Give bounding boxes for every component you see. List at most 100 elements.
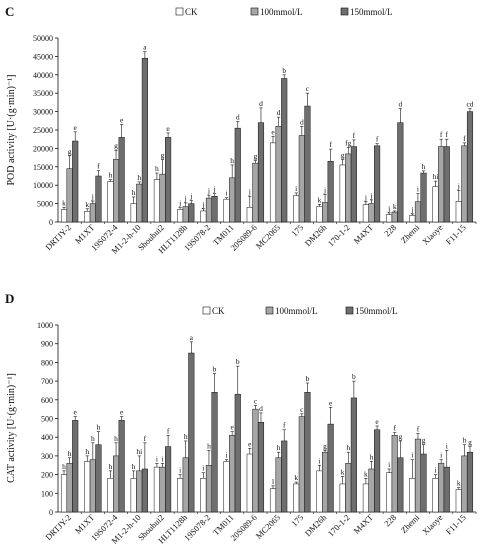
y-tick-label: 5000 <box>37 200 53 209</box>
significance-letter: h <box>132 462 136 471</box>
significance-letter: d <box>300 117 304 126</box>
significance-letter: d <box>259 99 263 108</box>
significance-letter: k <box>393 202 397 211</box>
bar-100 <box>113 159 120 223</box>
significance-letter: h <box>207 441 211 450</box>
bar-ck <box>339 483 346 513</box>
bar-150 <box>350 397 357 513</box>
significance-letter: c <box>306 84 310 93</box>
significance-letter: g <box>114 141 118 150</box>
bar-ck <box>107 478 114 513</box>
bar-ck <box>246 453 253 513</box>
significance-letter: b <box>236 357 240 366</box>
significance-letter: j <box>189 192 192 201</box>
significance-letter: f <box>376 135 379 144</box>
legend-swatch-150 <box>340 7 349 16</box>
significance-letter: e <box>120 115 124 124</box>
bar-150 <box>374 429 381 513</box>
significance-letter: d <box>277 108 281 117</box>
significance-letter: f <box>97 161 100 170</box>
significance-letter: f <box>353 131 356 140</box>
x-tick-label: 175 <box>289 222 305 238</box>
bar-150 <box>350 146 357 223</box>
bar-150 <box>95 444 102 513</box>
bar-100 <box>275 457 282 513</box>
significance-letter: j <box>387 204 390 213</box>
y-tick-label: 25000 <box>33 126 53 135</box>
bar-ck <box>386 472 393 513</box>
bar-150 <box>188 203 195 223</box>
y-tick-label: 400 <box>41 433 53 442</box>
bar-100 <box>252 408 259 513</box>
bar-100 <box>182 206 189 223</box>
significance-letter: j <box>201 200 204 209</box>
significance-letter: e <box>329 398 333 407</box>
bar-150 <box>72 140 79 223</box>
bar-100 <box>298 135 305 223</box>
significance-letter: b <box>213 365 217 374</box>
x-tick-label: F11-15 <box>444 512 468 536</box>
y-tick-label: 20000 <box>33 144 53 153</box>
significance-letter: h <box>109 462 113 471</box>
bar-ck <box>269 488 277 513</box>
significance-letter: g <box>68 147 72 156</box>
significance-letter: f <box>393 424 396 433</box>
significance-letter: i <box>417 185 419 194</box>
y-axis-label: POD activity [U·(g·min)⁻¹] <box>6 74 17 185</box>
x-tick-label: DM26h <box>303 512 329 538</box>
significance-letter: j <box>212 185 215 194</box>
legend-swatch-100 <box>265 306 274 315</box>
y-tick-label: 100 <box>41 489 53 498</box>
bar-ck <box>362 483 369 513</box>
significance-letter: k <box>294 473 298 482</box>
bar-150 <box>466 451 474 513</box>
bar-100 <box>414 438 421 513</box>
bar-100 <box>414 201 421 223</box>
y-tick-label: 45000 <box>33 52 53 61</box>
significance-letter: h <box>463 436 467 445</box>
bar-ck <box>246 207 253 223</box>
significance-letter: e <box>230 423 234 432</box>
significance-letter: h <box>62 462 66 471</box>
panel-d: D CK 100mmol/L 150mmol/L CAT activity [U… <box>5 291 477 546</box>
significance-letter: j <box>457 181 460 190</box>
bar-ck <box>455 489 462 513</box>
significance-letter: j <box>323 185 326 194</box>
bar-ck <box>432 478 439 513</box>
significance-letter: h <box>91 434 95 443</box>
bar-ck <box>130 478 137 513</box>
legend: CK 100mmol/L 150mmol/L <box>202 306 398 316</box>
legend-swatch-ck <box>175 7 184 16</box>
x-tick-label: Xiaoye <box>420 222 445 247</box>
bar-100 <box>368 203 375 223</box>
significance-letter: h <box>346 443 350 452</box>
significance-letter: f <box>283 421 286 430</box>
significance-letter: b <box>282 66 286 75</box>
bar-100 <box>136 470 143 513</box>
y-tick-label: 40000 <box>33 71 53 80</box>
significance-letter: i <box>161 454 163 463</box>
significance-letter: c <box>300 405 304 414</box>
bar-100 <box>345 463 352 513</box>
bar-100 <box>275 126 282 223</box>
significance-letter: j <box>410 205 413 214</box>
plot-area: 0 5000 10000 15000 20000 25000 30000 35000 40000… <box>33 34 477 256</box>
legend: CK 100mmol/L 150mmol/L <box>175 7 393 17</box>
x-tick-label: DRTJY-2 <box>43 222 73 252</box>
significance-letter: h <box>370 453 374 462</box>
significance-letter: j <box>207 186 210 195</box>
bar-ck <box>130 203 137 223</box>
bar-150 <box>327 161 334 223</box>
significance-letter: k <box>457 479 461 488</box>
bar-100 <box>391 435 398 513</box>
bar-ck <box>84 211 91 223</box>
y-tick-label: 200 <box>41 471 53 480</box>
bar-ck <box>153 179 160 223</box>
bar-150 <box>257 122 265 223</box>
x-tick-label: F11-15 <box>444 222 468 246</box>
legend-label-150: 150mmol/L <box>355 306 398 316</box>
significance-letter: j <box>364 193 367 202</box>
significance-letter: f <box>446 130 449 139</box>
bar-100 <box>368 468 375 513</box>
